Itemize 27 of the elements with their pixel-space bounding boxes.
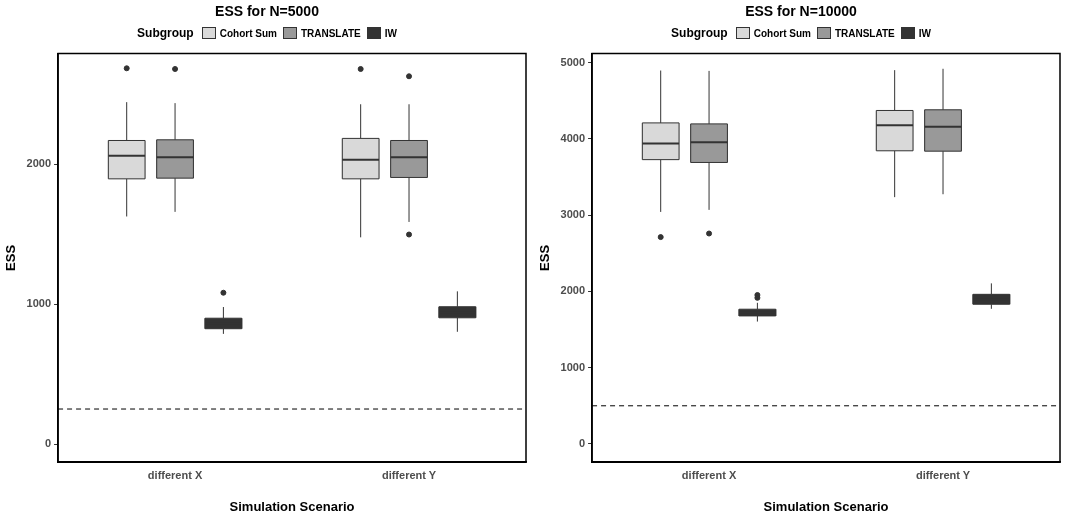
legend-label: TRANSLATE: [300, 27, 361, 39]
y-tick-label: 3000: [560, 208, 586, 221]
chart-title: ESS for N=10000: [745, 2, 857, 21]
legend-label: IW: [918, 27, 931, 39]
legend-label: Cohort Sum: [753, 27, 811, 39]
y-tick-label: 1000: [560, 360, 586, 373]
y-tick-label: 2000: [26, 157, 52, 170]
legend-title: Subgroup: [671, 26, 728, 40]
x-tick-label: different Y: [381, 468, 437, 481]
x-tick-label: different X: [147, 468, 203, 481]
legend-title: Subgroup: [137, 26, 194, 40]
x-axis-title: Simulation Scenario: [763, 498, 889, 514]
y-tick-label: 1000: [26, 297, 52, 310]
y-axis-title: ESS: [537, 244, 553, 271]
chart-title: ESS for N=5000: [215, 2, 319, 21]
x-tick-label: different Y: [915, 468, 971, 481]
x-axis-title: Simulation Scenario: [229, 498, 355, 514]
y-tick-label: 0: [578, 436, 586, 449]
y-tick-label: 4000: [560, 132, 586, 145]
legend-label: Cohort Sum: [219, 27, 277, 39]
legend-label: IW: [384, 27, 397, 39]
x-tick-label: different X: [681, 468, 737, 481]
legend-label: TRANSLATE: [834, 27, 895, 39]
y-axis-title: ESS: [3, 244, 19, 271]
y-tick-label: 2000: [560, 284, 586, 297]
y-tick-label: 5000: [560, 55, 586, 68]
y-tick-label: 0: [44, 437, 52, 450]
